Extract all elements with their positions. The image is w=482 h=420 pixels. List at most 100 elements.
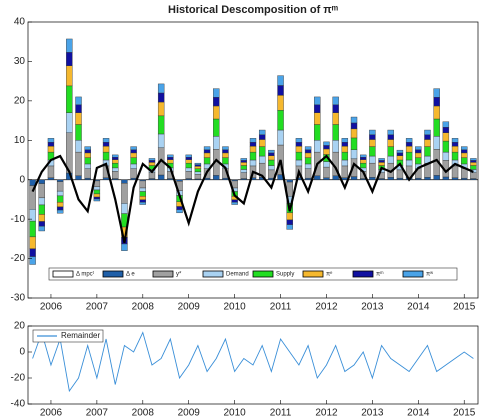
bar-segment [350, 176, 358, 180]
y-tick-label: 40 [14, 17, 26, 28]
bar-segment [240, 172, 248, 179]
bar-segment [240, 162, 248, 166]
bar-segment [102, 142, 110, 147]
bar-segment [194, 173, 202, 180]
legend-label: Remainder [61, 331, 100, 340]
bar-segment [405, 151, 413, 161]
bar-segment [268, 155, 275, 161]
bar-segment [405, 142, 413, 147]
bar-segment [350, 116, 358, 124]
x-tick-label: 2013 [361, 408, 384, 419]
bar-segment [84, 168, 91, 179]
bar-segment [350, 149, 358, 160]
bar-segment [341, 159, 349, 167]
bar-segment [38, 214, 45, 222]
legend-swatch [402, 270, 424, 278]
bar-segment [378, 160, 385, 163]
bar-segment [350, 122, 358, 130]
bar-segment [66, 112, 73, 133]
bar-segment [470, 165, 477, 170]
bar-segment [93, 186, 101, 191]
bar-segment [130, 146, 137, 150]
bar-segment [75, 140, 82, 153]
legend-swatch [252, 270, 274, 278]
bar-segment [314, 104, 321, 113]
bar-segment [286, 224, 293, 230]
x-tick-label: 2008 [132, 408, 155, 419]
bar-segment [314, 112, 321, 125]
bar-segment [249, 159, 257, 167]
x-tick-label: 2007 [86, 408, 109, 419]
bar-segment [451, 165, 459, 178]
legend-label: πᵉ [326, 272, 333, 278]
bar-segment [84, 163, 91, 169]
bar-segment [66, 38, 73, 53]
bar-segment [396, 149, 404, 154]
bar-segment [258, 155, 266, 164]
bar-segment [369, 155, 376, 164]
bar-segment [157, 83, 165, 94]
bar-segment [387, 146, 394, 157]
bar-segment [148, 162, 156, 166]
bar-segment [167, 154, 174, 158]
bar-segment [323, 145, 330, 150]
bar-segment [29, 236, 36, 249]
bar-segment [47, 177, 55, 180]
bar-segment [277, 95, 284, 111]
y-tick-label: -20 [11, 253, 26, 264]
bar-segment [323, 161, 330, 168]
bar-segment [29, 220, 36, 238]
bar-segment [369, 177, 376, 180]
bar-segment [93, 198, 101, 202]
bar-segment [112, 157, 119, 160]
bar-segment [38, 179, 45, 184]
bar-segment [461, 146, 468, 150]
bar-segment [268, 149, 275, 154]
legend-swatch [52, 270, 74, 278]
legend-label: y* [176, 272, 182, 278]
bar-segment [405, 145, 413, 153]
bar-segment [332, 112, 339, 125]
x-tick-label: 2015 [453, 408, 476, 419]
bar-segment [75, 96, 82, 105]
bar-segment [185, 159, 192, 164]
bar-segment [433, 136, 440, 150]
bar-segment [341, 138, 349, 143]
legend-label: Demand [226, 272, 249, 278]
bar-segment [240, 165, 248, 170]
bar-segment [66, 52, 73, 66]
bar-segment [461, 152, 468, 158]
bar-segment [93, 189, 101, 195]
bar-segment [314, 175, 321, 180]
x-tick-label: 2009 [178, 408, 201, 419]
bar-segment [341, 142, 349, 147]
legend-swatch [102, 270, 124, 278]
bar-segment [415, 152, 422, 158]
line [32, 331, 474, 393]
bar-segment [461, 149, 468, 154]
bar-segment [415, 177, 422, 180]
bar-segment [130, 163, 137, 169]
bar-segment [396, 155, 404, 161]
bar-segment [451, 151, 459, 161]
x-tick-label: 2015 [453, 302, 476, 313]
bar-segment [277, 85, 284, 96]
bar-segment [38, 226, 45, 232]
bar-segment [213, 88, 220, 98]
bar-segment [249, 151, 257, 161]
bar-segment [332, 96, 339, 105]
bar-segment [442, 151, 450, 161]
bar-segment [222, 149, 229, 154]
bar-segment [405, 159, 413, 167]
bar-segment [185, 171, 192, 179]
bar-segment [277, 110, 284, 131]
bar-segment [213, 118, 220, 137]
bar-segment [424, 134, 431, 140]
bar-segment [360, 154, 367, 158]
bar-segment [194, 166, 202, 169]
bar-segment [258, 129, 266, 135]
x-tick-label: 2008 [132, 302, 155, 313]
bar-segment [121, 243, 128, 251]
bar-segment [130, 168, 137, 179]
